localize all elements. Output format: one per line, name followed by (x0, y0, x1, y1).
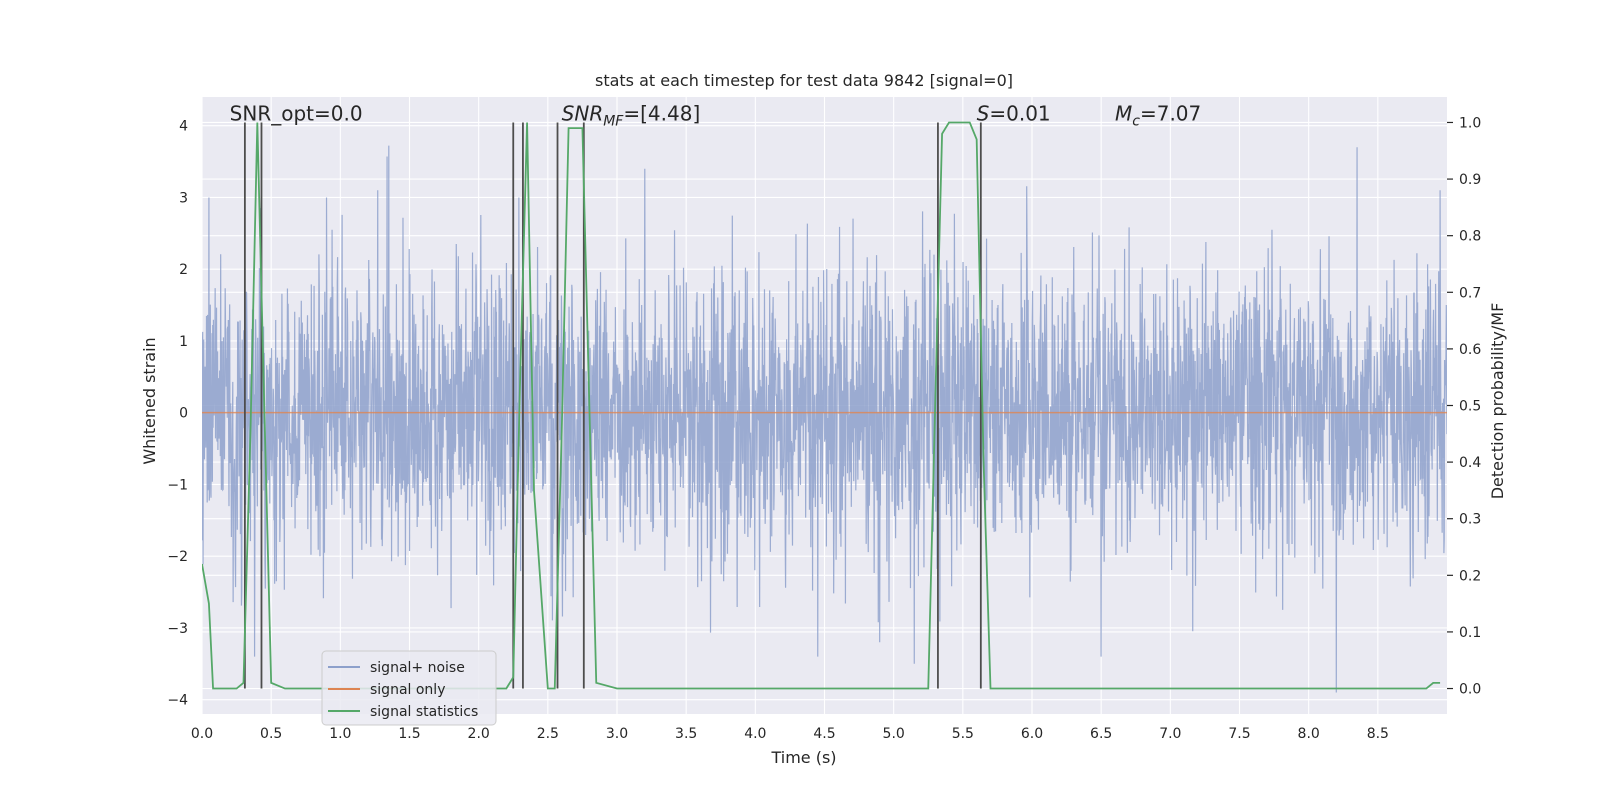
x-tick-label: 1.5 (398, 726, 420, 742)
x-tick-label: 1.0 (329, 726, 351, 742)
x-tick-label: 3.5 (675, 726, 697, 742)
y2-tick-label: 0.1 (1459, 625, 1481, 641)
y-tick-label: −1 (167, 477, 188, 493)
y-tick-label: 3 (179, 190, 188, 206)
y-tick-label: 4 (179, 119, 188, 135)
y-tick-label: 2 (179, 262, 188, 278)
detection-markers (243, 122, 982, 689)
x-tick-label: 3.0 (606, 726, 628, 742)
x-tick-label: 4.0 (744, 726, 766, 742)
annotation-text: Mc=7.07 (1115, 102, 1201, 130)
y-axis-ticks: −4 −3 −2 −1 0 1 2 3 4 (167, 119, 188, 709)
annotation-text: SNRMF=[4.48] (562, 102, 701, 130)
x-tick-label: 5.0 (883, 726, 905, 742)
legend: signal+ noise signal only signal statistic… (321, 650, 497, 726)
x-tick-label: 8.0 (1298, 726, 1320, 742)
y-tick-label: 0 (179, 406, 188, 422)
y2-tick-label: 1.0 (1459, 115, 1481, 131)
x-tick-label: 6.0 (1021, 726, 1043, 742)
y2-tick-label: 0.2 (1459, 568, 1481, 584)
x-tick-label: 8.5 (1367, 726, 1389, 742)
x-tick-label: 2.0 (468, 726, 490, 742)
y2-axis-ticks: 0.0 0.1 0.2 0.3 0.4 0.5 0.6 0.7 0.8 0.9 1.0 (1447, 115, 1481, 698)
legend-label: signal only (370, 682, 445, 698)
legend-label: signal+ noise (370, 660, 465, 676)
y2-tick-label: 0.0 (1459, 682, 1481, 698)
y2-tick-label: 0.4 (1459, 455, 1481, 471)
y-tick-label: −4 (167, 693, 188, 709)
y2-tick-label: 0.9 (1459, 172, 1481, 188)
y2-tick-label: 0.6 (1459, 342, 1481, 358)
x-tick-label: 4.5 (813, 726, 835, 742)
y2-tick-label: 0.5 (1459, 399, 1481, 415)
signal-statistics-line (202, 121, 1441, 690)
series-signal-statistics (202, 121, 1441, 690)
x-tick-label: 2.5 (537, 726, 559, 742)
chart-title: stats at each timestep for test data 984… (595, 71, 1013, 90)
y2-tick-label: 0.7 (1459, 285, 1481, 301)
legend-label: signal statistics (370, 704, 478, 720)
legend-box (321, 650, 497, 726)
annotations: SNR_opt=0.0 SNRMF=[4.48] S=0.01 Mc=7.07 (230, 102, 1202, 130)
y2-tick-label: 0.8 (1459, 229, 1481, 245)
y2-axis-label: Detection probability/MF (1488, 303, 1507, 500)
x-tick-label: 7.5 (1228, 726, 1250, 742)
y-axis-label: Whitened strain (140, 337, 159, 464)
annotation-text: SNR_opt=0.0 (230, 102, 363, 126)
x-axis-label: Time (s) (770, 748, 836, 767)
y2-tick-label: 0.3 (1459, 512, 1481, 528)
x-tick-label: 6.5 (1090, 726, 1112, 742)
x-tick-label: 5.5 (952, 726, 974, 742)
series-signal-noise (202, 145, 1447, 693)
y-tick-label: 1 (179, 334, 188, 350)
x-tick-label: 7.0 (1159, 726, 1181, 742)
y-tick-label: −3 (167, 621, 188, 637)
y-tick-label: −2 (167, 549, 188, 565)
x-tick-label: 0.5 (260, 726, 282, 742)
x-tick-label: 0.0 (191, 726, 213, 742)
x-axis-ticks: 0.0 0.5 1.0 1.5 2.0 2.5 3.0 3.5 4.0 4.5 5.0 5.5 6.0 6… (191, 726, 1389, 742)
noise-line (202, 145, 1447, 693)
annotation-text: S=0.01 (977, 102, 1051, 126)
